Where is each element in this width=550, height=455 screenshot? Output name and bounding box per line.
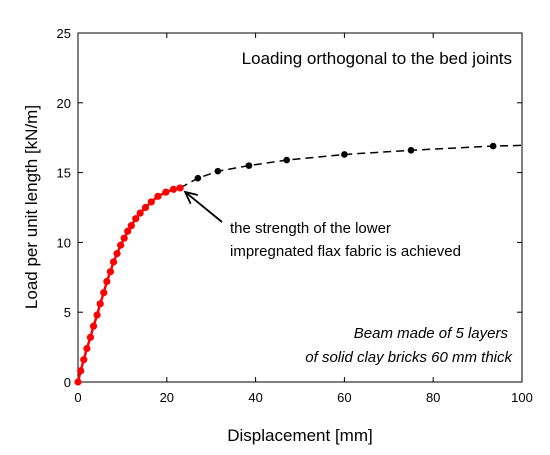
red-data-point <box>109 258 118 266</box>
red-data-point <box>83 344 91 353</box>
annotation-line-2: impregnated flax fabric is achieved <box>230 243 461 260</box>
black-data-point <box>245 162 253 169</box>
x-tick-label: 20 <box>160 390 174 405</box>
red-data-point <box>127 222 135 230</box>
black-data-point <box>489 142 497 150</box>
red-data-point <box>96 300 104 308</box>
red-data-point <box>162 188 170 196</box>
red-data-point <box>80 356 88 364</box>
red-data-point <box>89 322 98 330</box>
black-data-point <box>341 151 348 158</box>
red-data-point <box>113 249 121 258</box>
annotation-line-1: the strength of the lower <box>230 220 391 237</box>
x-tick-label: 0 <box>74 390 81 405</box>
red-data-point <box>77 367 85 375</box>
plot-frame <box>77 32 523 383</box>
y-tick-label: 0 <box>64 375 71 390</box>
chart-title: Loading orthogonal to the bed joints <box>242 49 512 68</box>
red-data-point <box>106 268 115 276</box>
red-data-point <box>147 198 155 206</box>
series-markers <box>74 142 497 386</box>
x-tick-label: 40 <box>248 390 262 405</box>
series-curves <box>76 144 523 383</box>
black-data-point <box>194 174 202 182</box>
red-data-point <box>141 203 150 212</box>
annotation-arrow <box>183 190 223 223</box>
series-red-line <box>76 186 181 383</box>
red-data-point <box>93 311 101 319</box>
black-data-point <box>283 156 290 164</box>
y-tick-label: 20 <box>57 96 71 111</box>
y-tick-label: 5 <box>64 305 71 320</box>
arrow-head <box>183 190 198 205</box>
black-data-point <box>214 167 222 175</box>
axis-ticks: 0 20 40 60 80 100 0 5 10 15 20 25 <box>57 26 533 405</box>
y-axis-label: Load per unit length [kN/m] <box>22 105 41 309</box>
x-tick-label: 80 <box>426 390 440 405</box>
red-data-point <box>100 289 108 297</box>
red-data-point <box>132 215 140 223</box>
black-data-point <box>407 146 415 154</box>
x-tick-label: 60 <box>337 390 351 405</box>
y-tick-label: 10 <box>57 235 71 250</box>
y-tick-label: 15 <box>57 166 71 181</box>
x-axis-label: Displacement [mm] <box>227 426 372 445</box>
y-tick-label: 25 <box>57 26 71 41</box>
x-tick-label: 100 <box>511 390 533 405</box>
red-data-point <box>136 209 144 217</box>
red-data-point <box>120 234 128 242</box>
red-data-point <box>74 378 82 386</box>
red-data-point <box>86 333 95 341</box>
red-data-point <box>117 241 125 249</box>
red-data-point <box>176 184 184 192</box>
note-line-2: of solid clay bricks 60 mm thick <box>305 349 513 366</box>
red-data-point <box>103 277 111 286</box>
plot-area <box>77 32 523 383</box>
note-line-1: Beam made of 5 layers <box>354 325 509 342</box>
series-black-dashed-line <box>179 144 523 189</box>
red-data-point <box>124 227 132 235</box>
red-data-point <box>169 185 178 193</box>
arrow-shaft <box>184 191 223 223</box>
red-data-point <box>154 192 162 200</box>
